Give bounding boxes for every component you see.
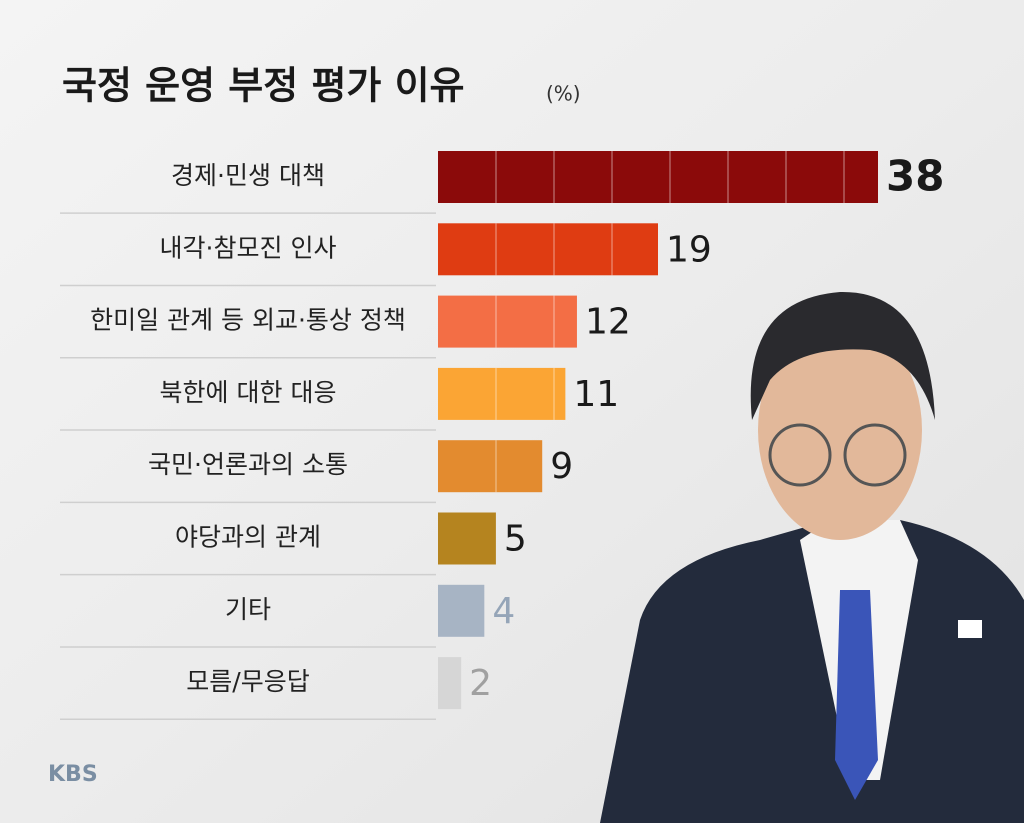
category-label: 경제·민생 대책	[171, 161, 325, 190]
photo	[600, 291, 1024, 823]
value-label: 11	[573, 374, 619, 415]
bar	[438, 440, 543, 493]
bar	[438, 512, 496, 565]
value-label: 19	[666, 229, 712, 270]
bar	[438, 223, 658, 276]
value-label: 38	[886, 152, 944, 201]
category-label: 국민·언론과의 소통	[148, 450, 348, 479]
value-label: 2	[469, 663, 492, 704]
value-label: 4	[492, 591, 515, 632]
chart-title: 국정 운영 부정 평가 이유	[62, 64, 465, 108]
bar	[438, 657, 462, 710]
value-label: 5	[504, 519, 527, 560]
logo: KBS	[48, 762, 98, 787]
category-label: 야당과의 관계	[175, 523, 321, 552]
category-label: 북한에 대한 대응	[160, 378, 337, 407]
unit: (%)	[546, 82, 581, 106]
bar	[438, 151, 878, 203]
bar	[438, 295, 577, 348]
category-label: 내각·참모진 인사	[160, 233, 337, 262]
bar	[438, 367, 566, 420]
value-label: 12	[585, 302, 631, 343]
category-label: 기타	[225, 595, 271, 624]
value-label: 9	[550, 446, 573, 487]
category-label: 한미일 관계 등 외교·통상 정책	[90, 306, 406, 335]
category-label: 모름/무응답	[186, 667, 309, 696]
bar	[438, 584, 485, 637]
